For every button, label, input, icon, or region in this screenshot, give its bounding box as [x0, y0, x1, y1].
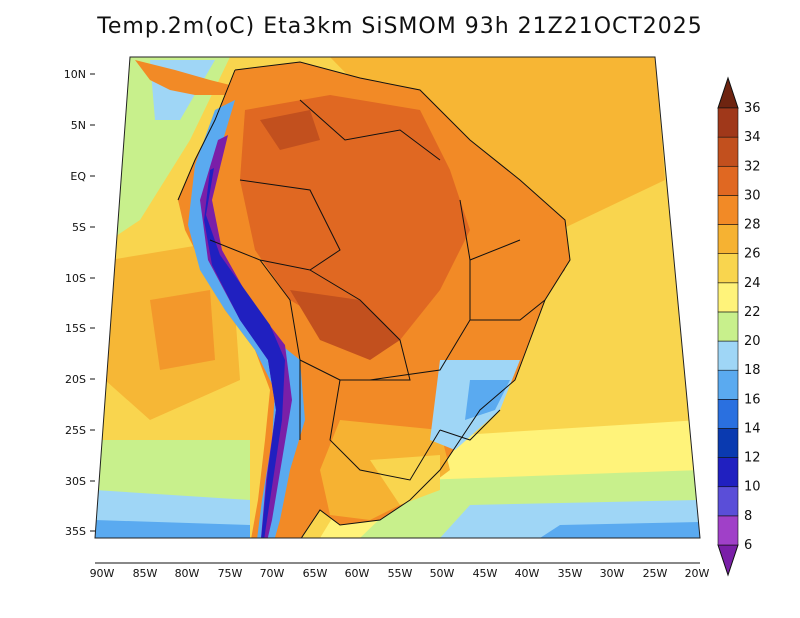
lat-label: 20S [65, 373, 86, 386]
colorbar-label: 12 [744, 451, 761, 466]
pacific-nw-cool [110, 57, 230, 240]
lon-label: 50W [430, 567, 455, 580]
andes-colder [204, 168, 285, 538]
lon-label: 80W [175, 567, 200, 580]
colorbar-swatch [717, 486, 739, 517]
colorbar-swatch [717, 399, 739, 429]
colorbar-swatch [717, 282, 739, 313]
colorbar-swatch [717, 165, 739, 196]
country-borders [177, 61, 571, 538]
colorbar-swatch [717, 369, 739, 400]
pacific-hot-patch [150, 290, 215, 370]
colorbar-max-arrow [717, 76, 739, 109]
lat-label: 10N [64, 68, 86, 81]
colorbar-swatch [717, 428, 739, 458]
colorbar-label: 24 [744, 276, 761, 291]
lon-label: 45W [473, 567, 498, 580]
lon-label: 40W [515, 567, 540, 580]
central-america [135, 60, 230, 95]
lon-label: 55W [388, 567, 413, 580]
colorbar-swatch [717, 253, 739, 284]
colorbar-label: 30 [744, 188, 761, 203]
colorbar-swatch [717, 457, 739, 488]
lon-label: 90W [90, 567, 115, 580]
map-title: Temp.2m(oC) Eta3km SiSMOM 93h 21Z21OCT20… [97, 14, 703, 39]
ne-brazil [470, 200, 565, 320]
lon-label: 75W [218, 567, 243, 580]
colorbar-swatch [717, 224, 739, 254]
latitude-axis: 10N 5N EQ 5S 10S 15S 20S 25S 30S 35S [64, 68, 95, 538]
lat-label: 30S [65, 475, 86, 488]
colorbar-swatch [717, 195, 739, 225]
lat-label: 15S [65, 322, 86, 335]
colorbar-label: 26 [744, 247, 761, 262]
colorbar-label: 10 [744, 480, 761, 495]
lat-label: 25S [65, 424, 86, 437]
colorbar-swatch [717, 311, 739, 342]
colorbar-swatch [717, 515, 739, 546]
south-atlantic-colder [540, 522, 700, 538]
lat-label: 5S [72, 221, 86, 234]
lon-label: 30W [600, 567, 625, 580]
colorbar-label: 36 [744, 101, 761, 116]
north-very-hot [260, 110, 320, 150]
map-frame [94, 56, 701, 539]
colorbar-label: 32 [744, 159, 761, 174]
colorbar-label: 28 [744, 218, 761, 233]
se-brazil-cold [465, 380, 510, 420]
lat-label: 35S [65, 525, 86, 538]
colorbar-label: 34 [744, 130, 761, 145]
lon-label: 20W [685, 567, 710, 580]
colorbar-label: 16 [744, 392, 761, 407]
colorbar-label: 18 [744, 363, 761, 378]
longitude-axis: 90W 85W 80W 75W 70W 65W 60W 55W 50W 45W … [90, 567, 710, 580]
colorbar: 6 8 10 12 14 16 18 20 22 24 26 28 30 32 34 36 [717, 76, 761, 577]
colorbar-label: 20 [744, 334, 761, 349]
amazon-hot [240, 95, 470, 340]
lat-label: 10S [65, 272, 86, 285]
lat-label: 5N [71, 119, 86, 132]
colorbar-label: 8 [744, 509, 752, 524]
lon-label: 65W [303, 567, 328, 580]
colorbar-label: 22 [744, 305, 761, 320]
uruguay-mild [370, 455, 440, 505]
lon-label: 60W [345, 567, 370, 580]
south-pacific-colder [95, 520, 250, 538]
colorbar-swatch [717, 340, 739, 371]
lon-label: 35W [558, 567, 583, 580]
colorbar-label: 14 [744, 421, 761, 436]
temperature-field [95, 57, 700, 538]
colorbar-swatch [717, 136, 739, 167]
lon-label: 70W [260, 567, 285, 580]
amazon-very-hot [290, 290, 400, 360]
lat-label: EQ [70, 170, 86, 183]
colorbar-label: 6 [744, 538, 752, 553]
lon-label: 25W [643, 567, 668, 580]
colorbar-swatch [717, 107, 739, 138]
lon-label: 85W [133, 567, 158, 580]
colorbar-min-arrow [717, 544, 739, 577]
